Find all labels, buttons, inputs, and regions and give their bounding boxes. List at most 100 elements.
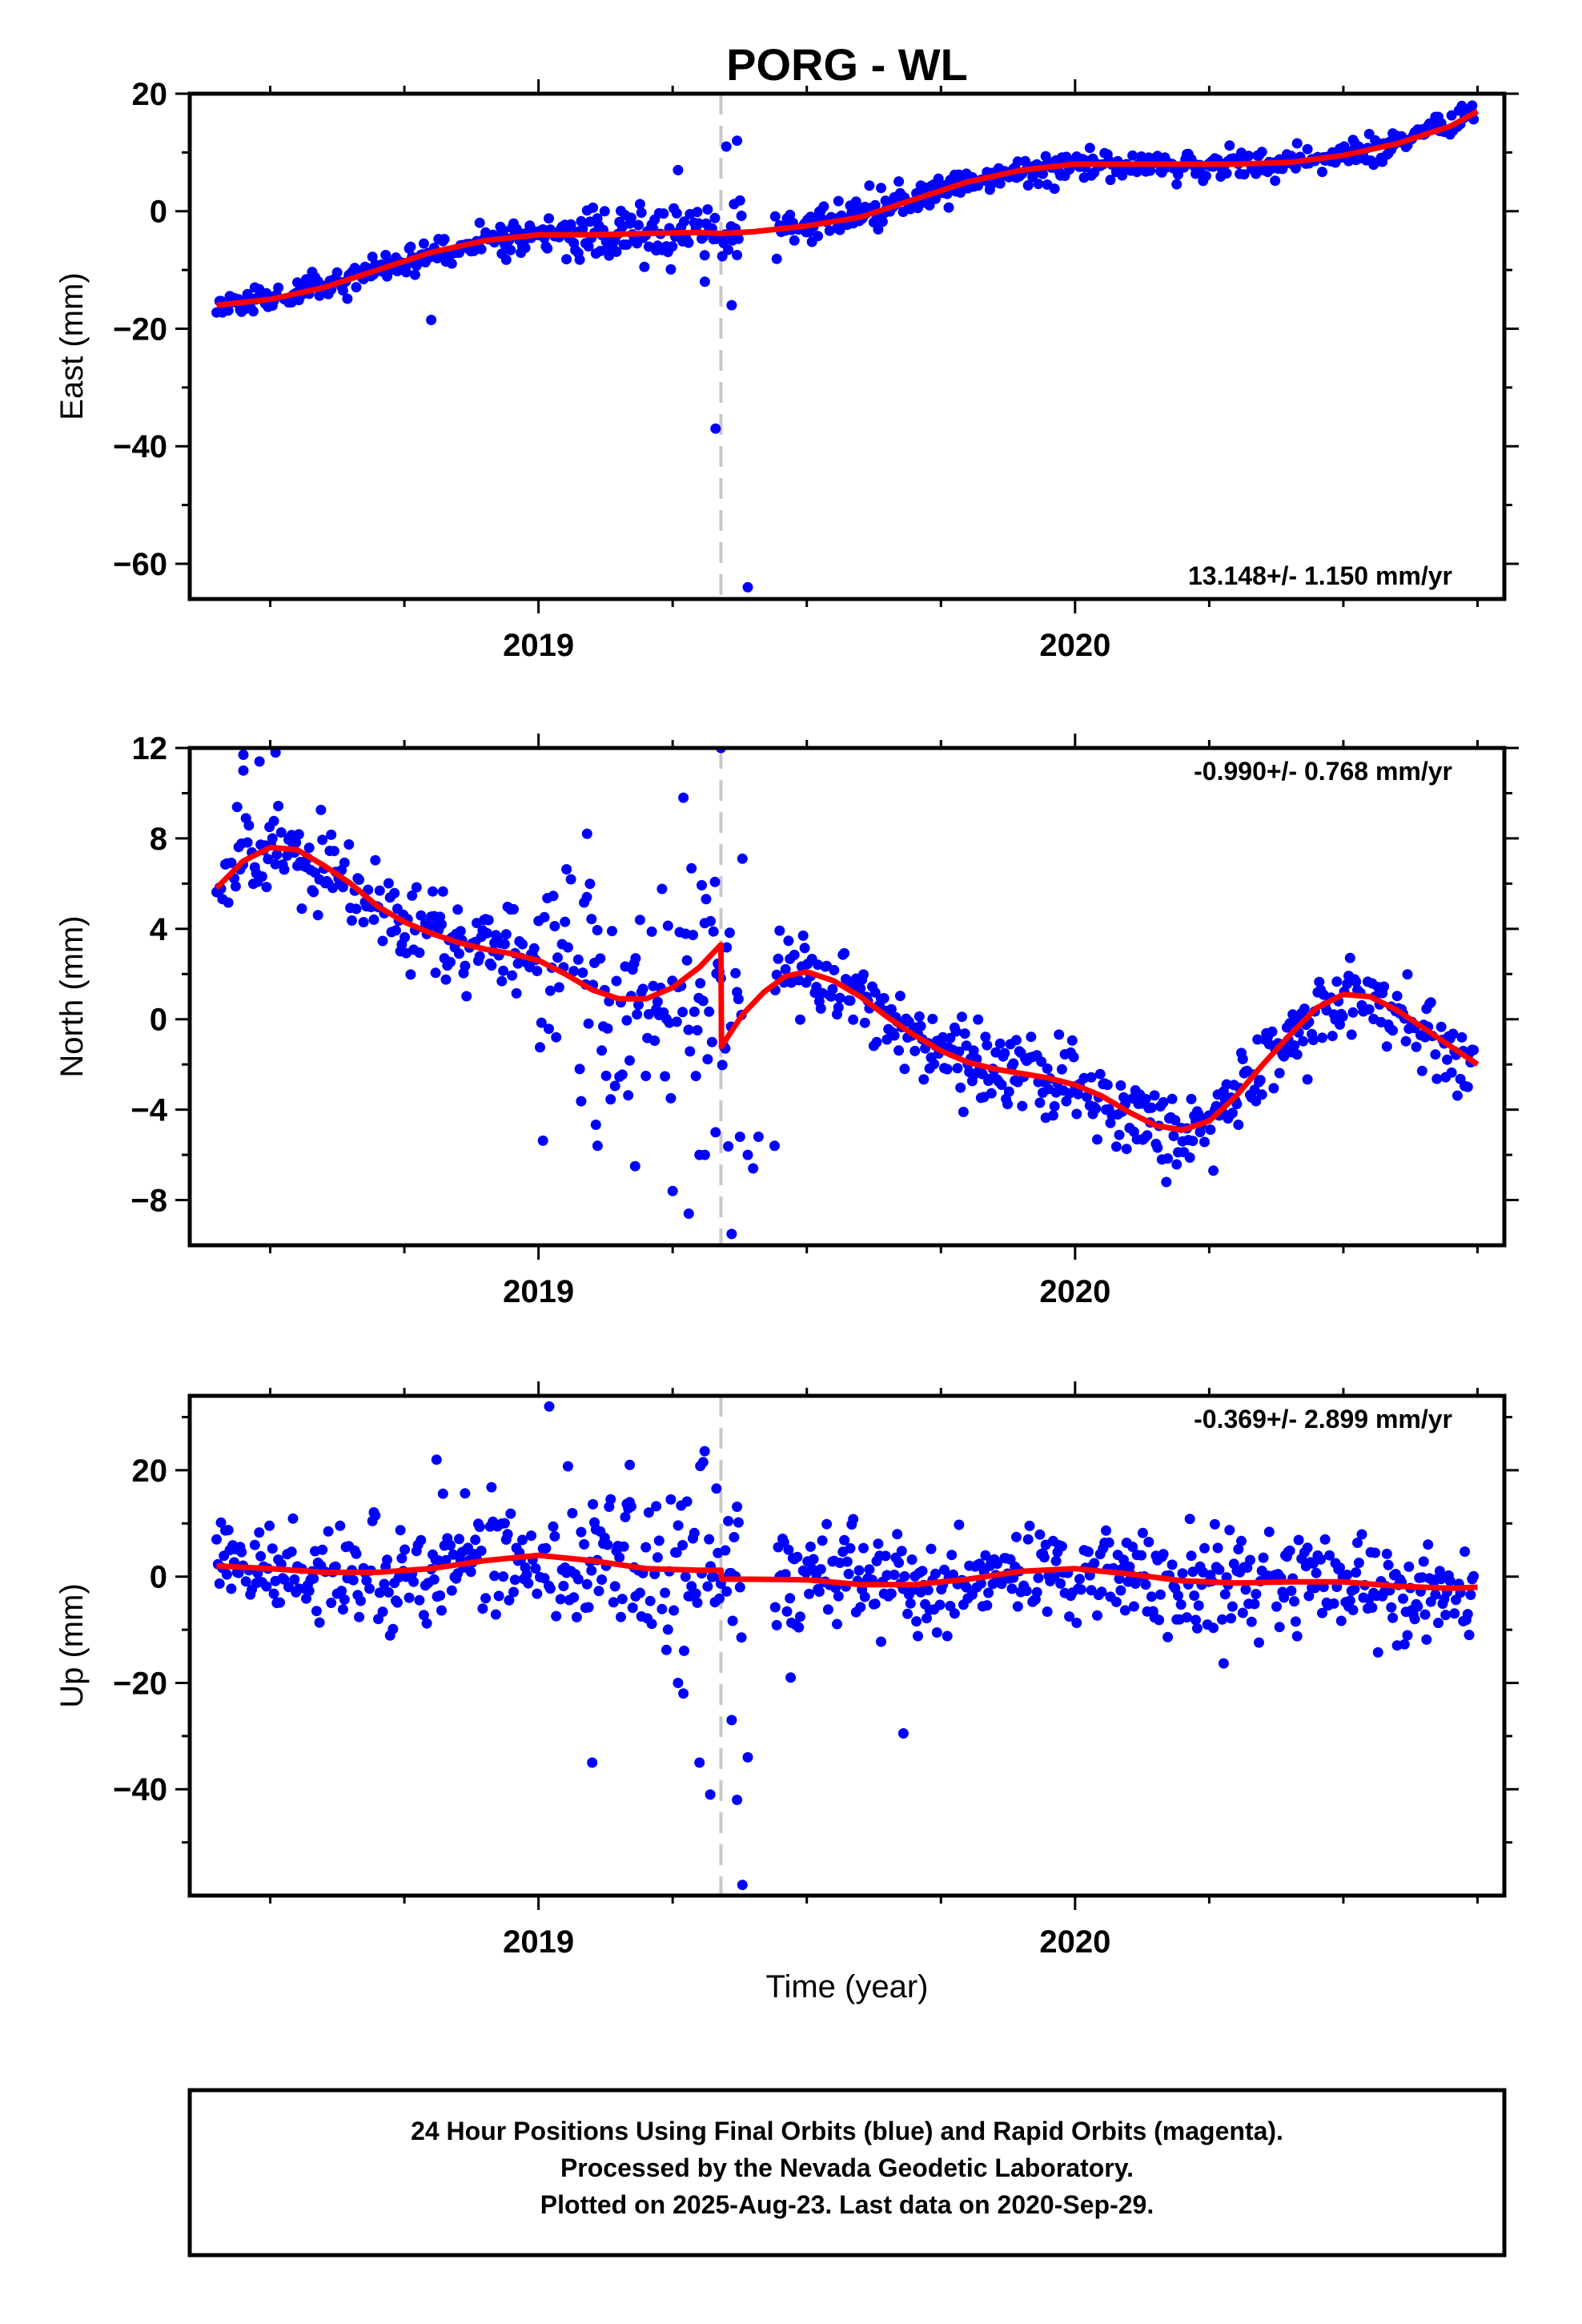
north-point [633,999,644,1011]
up-xtick-label: 2019 [503,1924,574,1960]
east-point [1200,171,1211,182]
north-point [980,1031,991,1043]
up-point [1419,1609,1431,1620]
north-point [616,1069,628,1080]
up-point [681,1496,693,1507]
east-point [1467,100,1478,111]
north-point [1400,1035,1411,1047]
north-point [1237,1054,1248,1064]
up-point [853,1565,865,1576]
north-point [1071,1108,1082,1120]
up-point [1191,1614,1201,1626]
up-point [517,1534,528,1546]
up-point [651,1501,662,1512]
up-point [433,1555,444,1566]
up-point [644,1595,656,1606]
north-point [445,956,456,967]
east-outlier-point [726,300,737,311]
up-point [314,1617,325,1628]
up-point [435,1590,446,1601]
north-outlier-point [748,1163,759,1174]
east-point [709,212,721,223]
north-point [774,925,785,936]
north-point [574,1063,585,1075]
east-point [699,250,710,261]
north-point [1391,991,1403,1002]
up-point [922,1585,934,1596]
up-point [1412,1601,1423,1612]
up-point [805,1541,816,1552]
up-point [236,1546,247,1558]
north-point [1094,1068,1106,1080]
north-point [605,1094,616,1105]
north-ytick-label: 12 [132,731,168,766]
up-point [454,1534,464,1545]
up-point [445,1540,456,1551]
north-outlier-point [742,1149,753,1160]
up-point [1430,1589,1441,1600]
up-data-layer [211,1396,1480,1896]
up-point [815,1564,826,1574]
up-point [1317,1607,1327,1618]
up-point [896,1546,907,1557]
north-point [389,887,400,899]
east-point [667,241,678,252]
east-ytick-label: 20 [132,77,168,112]
north-point [1256,1089,1267,1100]
up-point [905,1598,916,1609]
north-point [261,882,272,893]
north-point [1249,1084,1260,1096]
up-point [778,1537,789,1548]
up-point [571,1611,582,1622]
up-point [1324,1550,1335,1561]
east-point [702,204,713,215]
up-point [1226,1613,1237,1624]
up-point [264,1520,275,1531]
up-point [347,1574,359,1586]
up-point [1291,1630,1303,1642]
north-point [1036,1056,1047,1068]
up-point [690,1588,701,1599]
up-ytick-label: −20 [113,1666,167,1701]
up-point [477,1603,488,1614]
north-y-axis-label: North (mm) [54,915,90,1077]
up-point [215,1517,227,1528]
up-point [1349,1583,1360,1594]
up-point [490,1609,501,1620]
east-point [1224,140,1235,151]
up-point [221,1569,232,1580]
east-point [611,246,622,257]
north-point [1011,1035,1022,1046]
north-point [702,1054,713,1065]
north-outlier-point [710,1127,721,1138]
up-point [1119,1605,1130,1616]
east-point [561,254,572,265]
up-point [653,1535,665,1546]
east-point [1105,175,1116,186]
north-point [226,857,237,868]
north-panel: 12 8 4 0 −4 −8 2019 2020 North (mm) -0.990+/- 0.7… [54,731,1519,1309]
up-point [1173,1590,1183,1601]
north-point [511,987,522,999]
north-point [1335,1019,1345,1030]
up-point [1012,1601,1023,1612]
up-point [548,1521,559,1532]
east-velocity-label: 13.148+/- 1.150 mm/yr [1188,561,1452,590]
north-point [552,952,563,963]
north-point [486,960,497,971]
up-point [581,1578,592,1590]
up-point [1403,1561,1415,1572]
up-point [505,1508,516,1519]
footer-line-2: Processed by the Nevada Geodetic Laborat… [560,2153,1134,2182]
up-outlier-point [673,1678,684,1688]
up-point [489,1570,500,1582]
east-ytick-label: −60 [113,547,167,582]
up-outlier-point [678,1688,689,1699]
north-point [500,929,512,940]
north-point [859,1017,870,1028]
east-point [565,219,576,230]
up-point [673,1520,684,1531]
north-point [1227,1108,1238,1119]
east-ytick-label: −20 [113,312,167,347]
east-point [583,241,594,252]
